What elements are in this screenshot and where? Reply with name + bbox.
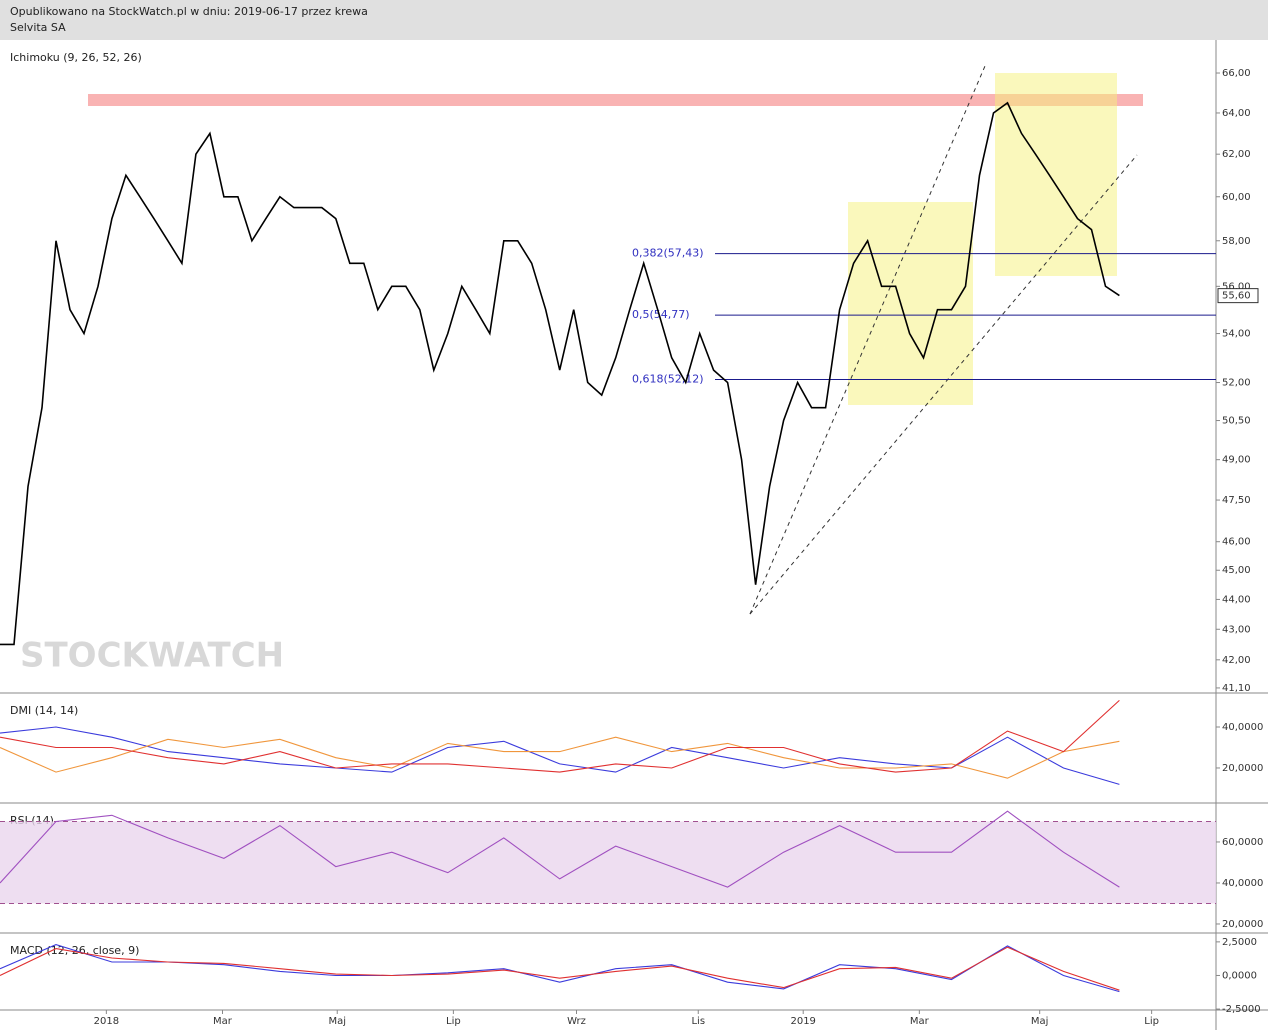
fib-label: 0,618(52,12) xyxy=(632,373,704,386)
y-tick-label: 54,00 xyxy=(1222,329,1251,340)
y-tick-label: 60,0000 xyxy=(1222,837,1263,848)
y-tick-label: 43,00 xyxy=(1222,624,1251,635)
y-tick-label: 0,0000 xyxy=(1222,970,1257,981)
y-tick-label: 20,0000 xyxy=(1222,763,1263,774)
x-tick-label: Lip xyxy=(1144,1016,1159,1027)
y-tick-label: 56,00 xyxy=(1222,281,1251,292)
y-tick-label: 40,0000 xyxy=(1222,722,1263,733)
panel-title: DMI (14, 14) xyxy=(10,704,78,717)
watermark: STOCKWATCH xyxy=(20,636,284,676)
y-tick-label: 41,10 xyxy=(1222,683,1251,694)
x-tick-label: 2019 xyxy=(790,1016,815,1027)
x-tick-label: Mar xyxy=(213,1016,233,1027)
highlight-box xyxy=(995,73,1117,276)
y-tick-label: 47,50 xyxy=(1222,495,1251,506)
fib-label: 0,382(57,43) xyxy=(632,247,704,260)
x-tick-label: 2018 xyxy=(94,1016,119,1027)
trend-line xyxy=(749,65,986,615)
x-tick-label: Lip xyxy=(446,1016,461,1027)
series-line xyxy=(0,944,1120,993)
last-price-box xyxy=(1217,288,1259,304)
y-tick-label: 60,00 xyxy=(1222,192,1251,203)
series-line xyxy=(0,101,1120,646)
y-tick-label: 46,00 xyxy=(1222,537,1251,548)
series-line xyxy=(0,946,1120,991)
x-tick-label: Wrz xyxy=(567,1016,586,1027)
y-tick-label: 66,00 xyxy=(1222,68,1251,79)
resistance-band xyxy=(88,94,1143,106)
series-line xyxy=(0,699,1120,773)
y-tick-label: 44,00 xyxy=(1222,594,1251,605)
x-tick-label: Lis xyxy=(691,1016,705,1027)
company: Selvita SA xyxy=(10,21,66,34)
published: Opublikowano na StockWatch.pl w dniu: 20… xyxy=(10,5,368,18)
y-tick-label: 42,00 xyxy=(1222,655,1251,666)
y-tick-label: 40,0000 xyxy=(1222,878,1263,889)
highlight-box xyxy=(848,202,973,405)
y-tick-label: -2,5000 xyxy=(1222,1004,1261,1015)
y-tick-label: 50,50 xyxy=(1222,416,1251,427)
y-tick-label: 64,00 xyxy=(1222,108,1251,119)
y-tick-label: 49,00 xyxy=(1222,455,1251,466)
fib-label: 0,5(54,77) xyxy=(632,308,690,321)
y-tick-label: 20,0000 xyxy=(1222,919,1263,930)
x-tick-label: Maj xyxy=(1031,1016,1049,1027)
y-tick-label: 58,00 xyxy=(1222,236,1251,247)
y-tick-label: 45,00 xyxy=(1222,565,1251,576)
y-tick-label: 62,00 xyxy=(1222,149,1251,160)
rsi-band xyxy=(0,821,1216,904)
y-tick-label: 52,00 xyxy=(1222,378,1251,389)
y-tick-label: 2,5000 xyxy=(1222,937,1257,948)
header-bar xyxy=(0,0,1268,40)
panel-title: Ichimoku (9, 26, 52, 26) xyxy=(10,51,142,64)
series-line xyxy=(0,726,1120,785)
x-tick-label: Mar xyxy=(910,1016,930,1027)
x-tick-label: Maj xyxy=(328,1016,346,1027)
series-line xyxy=(0,810,1120,888)
series-line xyxy=(0,736,1120,779)
last-price-label: 55,60 xyxy=(1222,291,1251,302)
